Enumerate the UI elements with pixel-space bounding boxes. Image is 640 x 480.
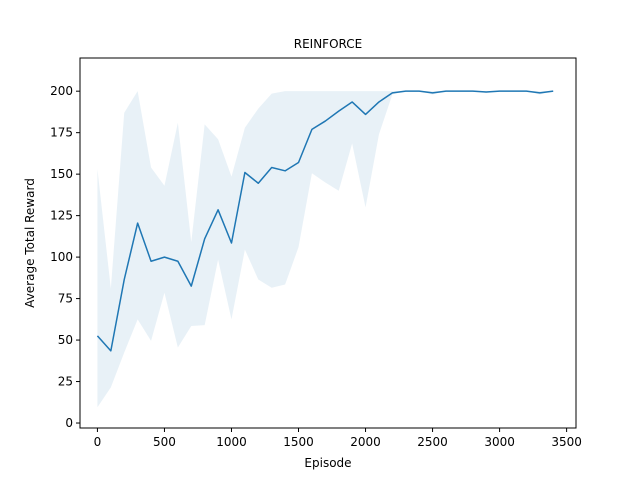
x-tick-label: 0 <box>94 435 102 449</box>
y-tick-label: 0 <box>65 416 73 430</box>
y-tick-label: 150 <box>50 167 73 181</box>
x-tick-label: 2500 <box>417 435 448 449</box>
y-tick-label: 50 <box>58 333 73 347</box>
axes-frame <box>79 57 577 429</box>
y-tick-label: 175 <box>50 126 73 140</box>
series-line-0 <box>96 90 554 352</box>
confidence-band-0 <box>97 91 554 408</box>
x-axis-ticks: 0 500 1000 1500 2000 2500 3000 3500 <box>94 428 582 449</box>
y-tick-label: 25 <box>58 375 73 389</box>
y-axis-ticks: 0 25 50 75 100 125 150 175 200 <box>50 84 80 430</box>
y-tick-label: 200 <box>50 84 73 98</box>
x-axis-label: Episode <box>304 456 351 470</box>
y-tick-label: 100 <box>50 250 73 264</box>
y-tick-label: 75 <box>58 292 73 306</box>
x-tick-label: 3500 <box>551 435 582 449</box>
x-tick-label: 500 <box>153 435 176 449</box>
confidence-band-layer <box>97 91 554 408</box>
series-line-layer <box>96 90 554 352</box>
y-axis-label: Average Total Reward <box>23 178 37 308</box>
plot-area: 0 500 1000 1500 2000 2500 3000 3500 0 25 50 75 100 1… <box>50 57 582 449</box>
x-tick-label: 3000 <box>484 435 515 449</box>
x-tick-label: 1500 <box>283 435 314 449</box>
x-tick-label: 1000 <box>216 435 247 449</box>
x-tick-label: 2000 <box>350 435 381 449</box>
y-tick-label: 125 <box>50 209 73 223</box>
chart-title: REINFORCE <box>294 37 362 51</box>
